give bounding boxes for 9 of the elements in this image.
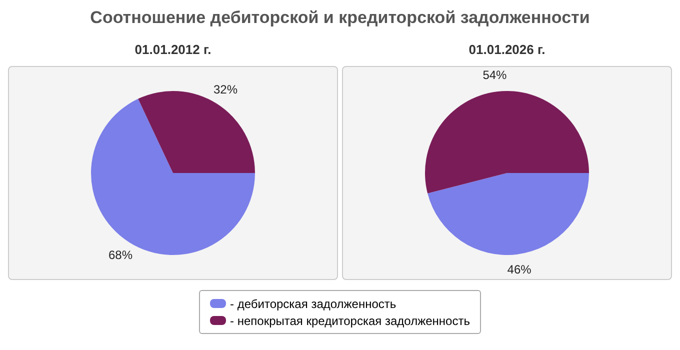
data-label: 68% — [108, 248, 133, 262]
data-label: 32% — [213, 82, 238, 97]
chart-title: Соотношение дебиторской и кредиторской задолженности — [89, 8, 591, 28]
legend-label: - дебиторская задолженность — [230, 296, 396, 310]
data-label: 54% — [482, 68, 508, 82]
chart-title: 01.01.2026 г. — [468, 42, 546, 59]
chart-subtitle: 01.01.2012 г. — [134, 42, 212, 59]
legend-label: - непокрытая кредиторская задолженность — [230, 314, 470, 328]
data-label: 46% — [507, 262, 532, 277]
